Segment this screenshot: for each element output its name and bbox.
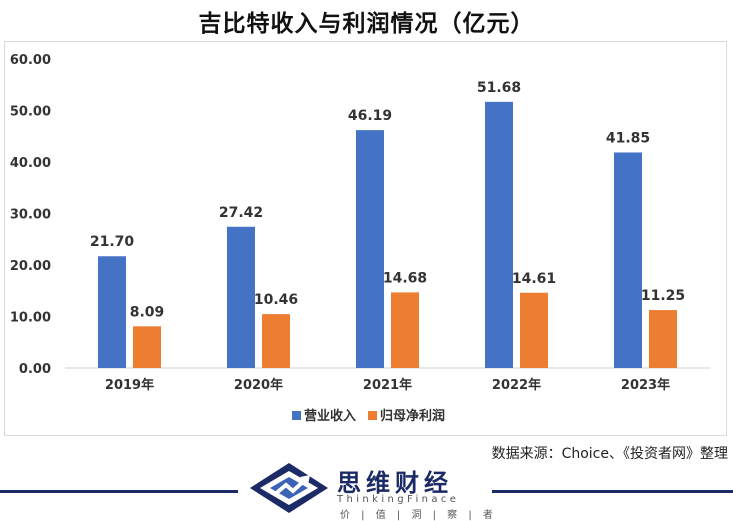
y-tick-label: 10.00 [10,311,51,326]
y-tick-label: 60.00 [10,53,51,68]
bar-net-profit [262,314,290,368]
data-label-revenue: 41.85 [606,130,650,146]
x-tick-label: 2022年 [492,377,541,393]
y-tick-label: 40.00 [10,156,51,171]
x-tick-label: 2019年 [105,377,154,393]
data-label-net-profit: 14.68 [383,270,427,286]
brand-logo-icon [250,463,328,513]
data-label-net-profit: 8.09 [130,304,165,320]
bar-revenue [98,256,126,368]
bar-net-profit [391,292,419,368]
data-source: 数据来源：Choice、《投资者网》整理 [491,446,728,462]
chart-title: 吉比特收入与利润情况（亿元） [198,11,535,37]
y-tick-label: 0.00 [19,362,51,377]
legend-swatch-revenue [292,411,301,420]
brand-divider-right [492,490,733,493]
x-tick-label: 2023年 [621,377,670,393]
y-tick-label: 20.00 [10,259,51,274]
data-label-net-profit: 11.25 [641,288,685,304]
x-tick-label: 2020年 [234,377,283,393]
legend-label-revenue: 营业收入 [304,408,356,424]
bar-chart: 0.00 10.00 20.00 30.00 40.00 50.00 60.00 21.70 8… [10,53,710,424]
data-label-net-profit: 10.46 [254,292,298,308]
bar-revenue [614,152,642,368]
legend-swatch-net-profit [368,411,377,420]
chart-area: 0.00 10.00 20.00 30.00 40.00 50.00 60.00 21.70 8… [4,41,727,436]
legend-label-net-profit: 归母净利润 [380,408,445,424]
data-label-revenue: 27.42 [219,205,263,221]
data-label-revenue: 21.70 [90,234,135,250]
bar-net-profit [133,326,161,368]
bar-revenue [227,226,255,368]
bar-net-profit [520,292,548,368]
data-label-net-profit: 14.61 [512,271,556,287]
data-label-revenue: 46.19 [348,108,392,124]
brand-english-name: ThinkingFinace [337,494,460,505]
bar-net-profit [649,310,677,368]
bar-revenue [485,101,513,369]
brand-name: 思维财经 [337,469,453,497]
brand-divider-left [0,490,238,493]
y-tick-label: 50.00 [10,105,51,120]
brand-tagline: 价 | 值 | 洞 | 察 | 者 [340,510,497,521]
data-label-revenue: 51.68 [477,80,521,96]
bar-revenue [356,130,384,368]
x-tick-label: 2021年 [363,377,412,393]
y-tick-label: 30.00 [10,208,51,223]
